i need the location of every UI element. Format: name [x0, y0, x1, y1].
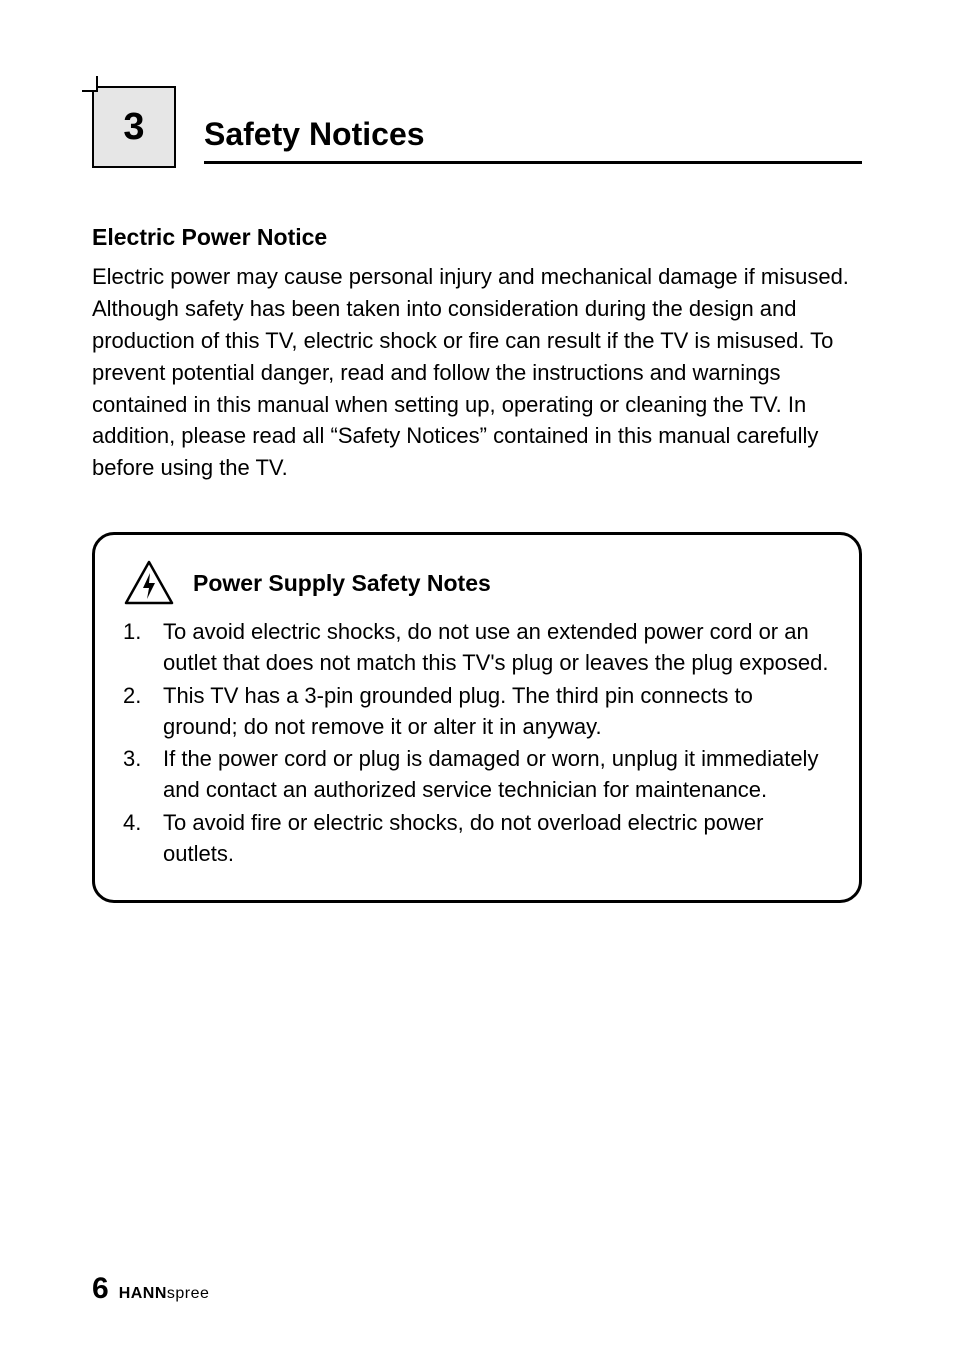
section-heading: Electric Power Notice	[92, 224, 862, 251]
callout-item: This TV has a 3-pin grounded plug. The t…	[123, 681, 831, 743]
callout-list: To avoid electric shocks, do not use an …	[123, 617, 831, 869]
page-footer: 6 HANNspree	[92, 1272, 209, 1306]
chapter-rule	[204, 161, 862, 164]
callout-title: Power Supply Safety Notes	[193, 570, 491, 597]
lightning-triangle-icon	[123, 559, 175, 607]
callout-item: To avoid electric shocks, do not use an …	[123, 617, 831, 679]
chapter-number: 3	[123, 106, 144, 149]
section-body: Electric power may cause personal injury…	[92, 261, 862, 484]
chapter-header: 3 Safety Notices	[92, 86, 862, 168]
callout-item: If the power cord or plug is damaged or …	[123, 744, 831, 806]
callout-header: Power Supply Safety Notes	[123, 559, 831, 607]
chapter-title-wrap: Safety Notices	[204, 116, 862, 168]
callout-item: To avoid fire or electric shocks, do not…	[123, 808, 831, 870]
page-container: 3 Safety Notices Electric Power Notice E…	[0, 0, 954, 1352]
brand-light: spree	[167, 1285, 210, 1302]
brand-logo: HANNspree	[119, 1285, 210, 1303]
chapter-title: Safety Notices	[204, 116, 862, 159]
brand-bold: HANN	[119, 1285, 167, 1302]
callout-box: Power Supply Safety Notes To avoid elect…	[92, 532, 862, 902]
page-number: 6	[92, 1272, 109, 1306]
chapter-number-box: 3	[92, 86, 176, 168]
